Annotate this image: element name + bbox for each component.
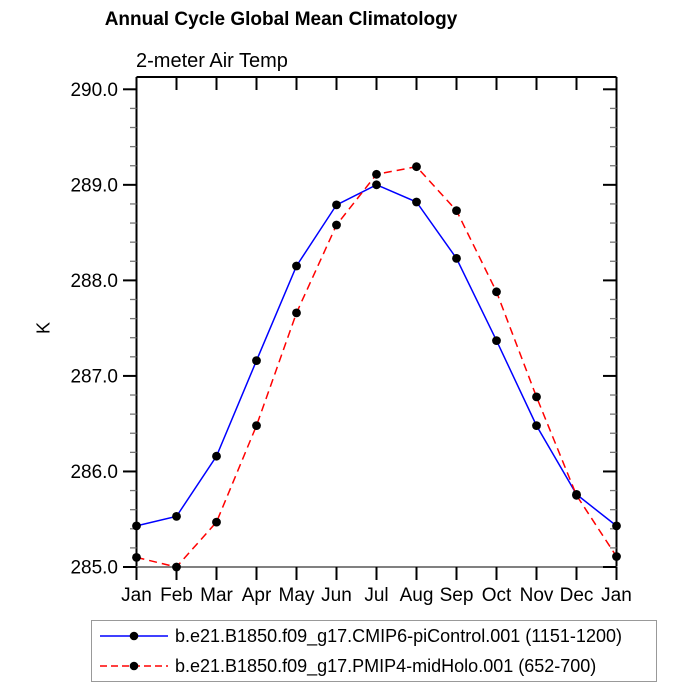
x-tick-label: Oct — [482, 585, 512, 606]
x-tick-label: Nov — [520, 585, 554, 606]
data-point-marker — [212, 451, 221, 461]
data-point-marker — [372, 169, 381, 179]
data-point-marker — [252, 356, 261, 365]
x-tick-label: Dec — [560, 585, 594, 606]
series-line-midholo — [136, 165, 618, 568]
x-tick-label: Sep — [440, 585, 474, 606]
data-point-marker — [132, 521, 141, 531]
legend-item-midholo: b.e21.B1850.f09_g17.PMIP4-midHolo.001 (6… — [97, 654, 656, 678]
x-tick-label: Jun — [321, 585, 352, 606]
data-point-marker — [572, 490, 581, 500]
data-point-marker — [612, 552, 621, 561]
data-point-marker — [492, 287, 501, 297]
x-tick-label: Jul — [364, 585, 388, 606]
x-tick-label: Apr — [242, 585, 272, 606]
data-point-marker — [172, 512, 181, 521]
series-line-picontrol — [136, 183, 617, 527]
data-point-marker — [412, 197, 421, 207]
data-point-marker — [372, 180, 381, 190]
data-point-marker — [532, 392, 541, 402]
legend-label: b.e21.B1850.f09_g17.CMIP6-piControl.001 … — [175, 625, 622, 646]
data-point-marker — [452, 254, 461, 263]
data-point-marker — [452, 206, 461, 216]
data-point-marker — [252, 421, 261, 430]
chart-subtitle: 2-meter Air Temp — [136, 50, 288, 72]
legend-item-picontrol: b.e21.B1850.f09_g17.CMIP6-piControl.001 … — [97, 624, 656, 648]
y-tick-label: 289.0 — [70, 175, 118, 196]
data-point-marker — [332, 220, 341, 230]
x-tick-label: Mar — [200, 585, 233, 606]
x-tick-label: Jan — [121, 585, 152, 606]
legend-line-sample-dashed — [100, 661, 168, 671]
legend-marker-dot-icon — [129, 631, 139, 641]
legend-label: b.e21.B1850.f09_g17.PMIP4-midHolo.001 (6… — [175, 655, 597, 676]
y-tick-label: 286.0 — [70, 462, 118, 483]
legend: b.e21.B1850.f09_g17.CMIP6-piControl.001 … — [91, 620, 657, 682]
x-tick-label: May — [279, 585, 315, 606]
y-tick-label: 290.0 — [70, 80, 118, 101]
x-tick-label: Jan — [601, 585, 632, 606]
data-point-marker — [332, 200, 341, 210]
y-tick-label: 287.0 — [70, 366, 118, 387]
legend-marker-dot-icon — [129, 661, 139, 671]
data-point-marker — [412, 162, 421, 172]
data-point-marker — [292, 261, 301, 271]
data-point-marker — [132, 553, 141, 562]
y-tick-label: 285.0 — [70, 558, 118, 579]
data-point-marker — [492, 336, 501, 345]
legend-line-sample-solid — [100, 631, 168, 641]
x-tick-label: Feb — [160, 585, 193, 606]
chart-title: Annual Cycle Global Mean Climatology — [104, 9, 458, 30]
data-point-marker — [532, 421, 541, 430]
y-tick-label: 288.0 — [70, 271, 118, 292]
data-point-marker — [612, 521, 621, 531]
data-point-marker — [172, 562, 181, 572]
data-point-marker — [292, 308, 301, 318]
data-point-marker — [212, 517, 221, 527]
x-tick-label: Aug — [400, 585, 434, 606]
